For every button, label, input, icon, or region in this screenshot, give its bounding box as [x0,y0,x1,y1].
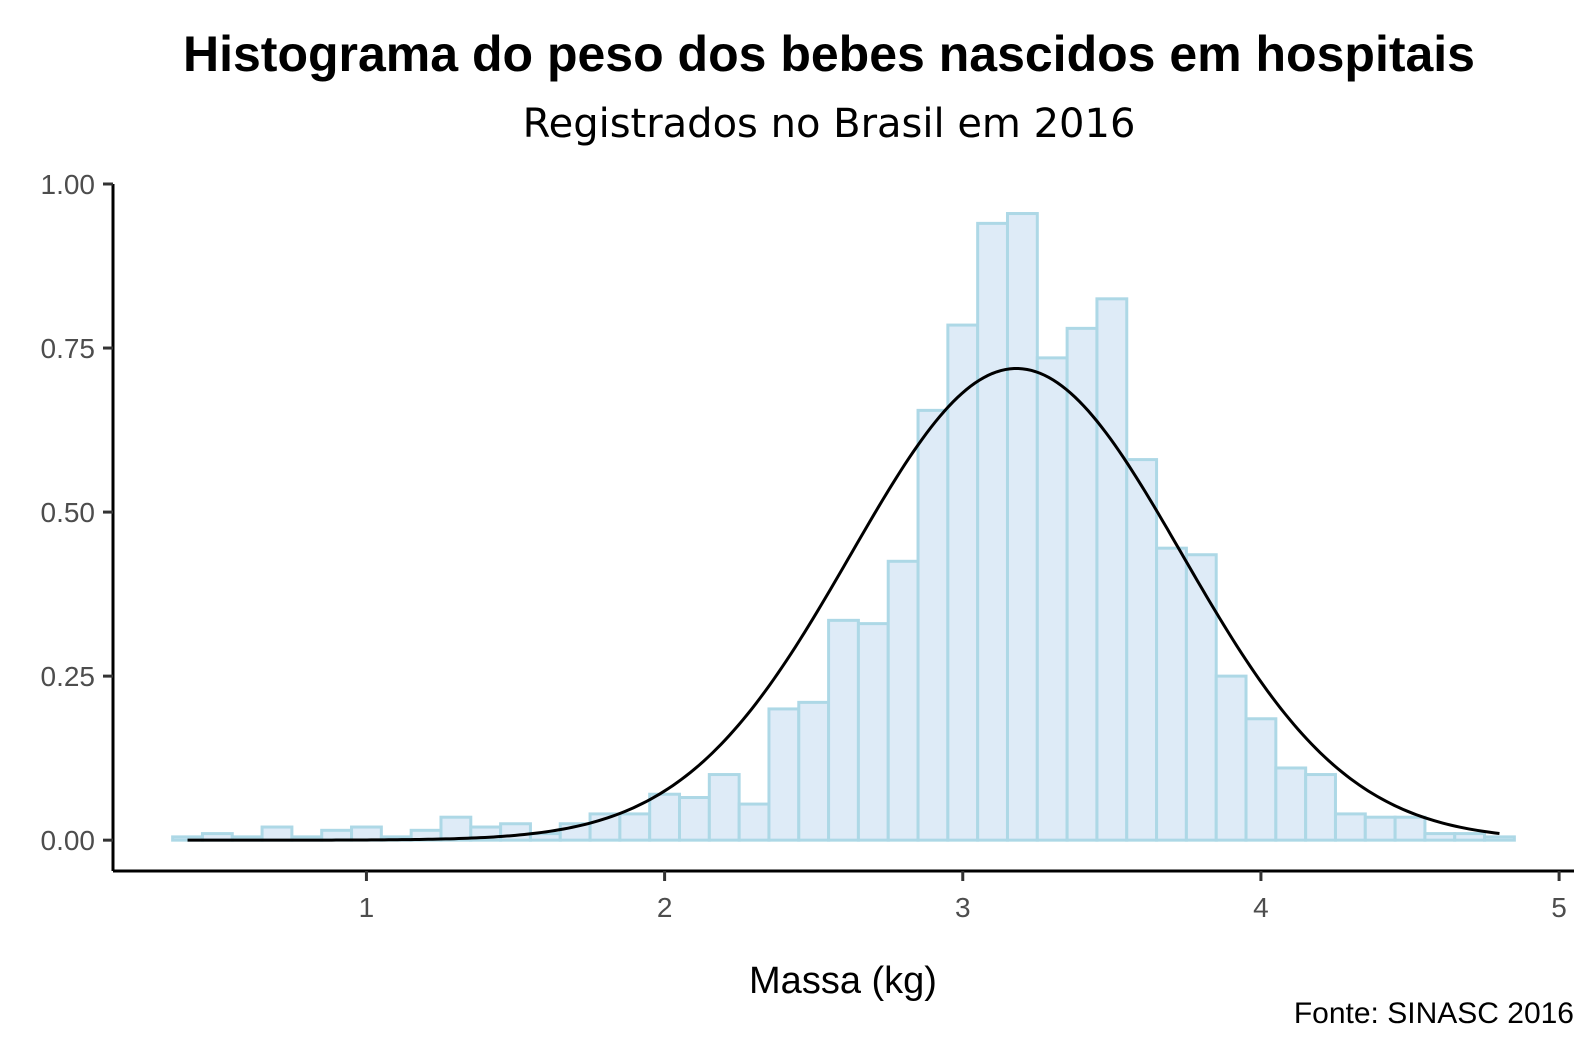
y-tick-label: 0.00 [41,825,96,856]
normal-density-curve [187,367,1500,842]
x-tick-label: 3 [955,892,971,923]
y-tick-label: 0.25 [41,661,96,692]
x-tick-label: 1 [359,892,375,923]
y-axis-ticks: 0.00 0.25 0.50 0.75 1.00 [41,169,113,856]
histogram-bar-37 [1244,717,1278,842]
histogram-bar-27 [946,323,980,842]
x-tick-label: 2 [657,892,673,923]
histogram-bar-7 [350,825,383,842]
histogram-bar-19 [707,773,741,842]
histogram-bar-26 [916,408,950,842]
histogram-bar-25 [886,559,920,842]
histogram-bar-42 [1393,815,1427,842]
y-tick-label: 0.75 [41,333,96,364]
histogram-bar-45 [1483,835,1516,842]
histogram-bar-16 [618,812,652,842]
histogram-bar-12 [499,822,532,842]
histogram-bar-40 [1333,812,1367,842]
x-tick-label: 5 [1551,892,1567,923]
x-axis-ticks: 1 2 3 4 5 [359,871,1567,923]
histogram-bar-41 [1363,815,1397,842]
histogram-bars [171,212,1516,842]
histogram-bar-36 [1214,674,1248,842]
histogram-bar-17 [648,792,682,842]
chart-caption: Fonte: SINASC 2016 [1294,997,1574,1030]
histogram-bar-30 [1035,356,1069,842]
histogram-bar-44 [1453,832,1487,842]
histogram-bar-28 [976,221,1009,842]
histogram-bar-23 [827,618,860,842]
histogram-bar-4 [260,825,294,842]
chart-title: Histograma do peso dos bebes nascidos em… [183,26,1475,82]
histogram-bar-34 [1155,546,1188,842]
y-tick-label: 0.50 [41,497,96,528]
histogram-bar-24 [856,622,890,842]
histogram-bar-29 [1005,212,1039,842]
histogram-bar-33 [1125,458,1159,842]
histogram-bar-18 [678,796,711,842]
histogram-bar-43 [1423,832,1457,842]
histogram-bar-10 [439,815,473,842]
histogram-bar-22 [797,700,831,842]
x-tick-label: 4 [1253,892,1269,923]
histogram-bar-35 [1184,553,1218,842]
histogram-bar-21 [767,707,801,842]
histogram-bar-32 [1095,297,1129,842]
chart-subtitle: Registrados no Brasil em 2016 [523,101,1136,147]
histogram-bar-39 [1304,773,1337,842]
histogram-bar-20 [737,802,771,842]
histogram-bar-38 [1274,766,1308,842]
y-tick-label: 1.00 [41,169,96,200]
x-axis-title: Massa (kg) [749,960,937,1002]
